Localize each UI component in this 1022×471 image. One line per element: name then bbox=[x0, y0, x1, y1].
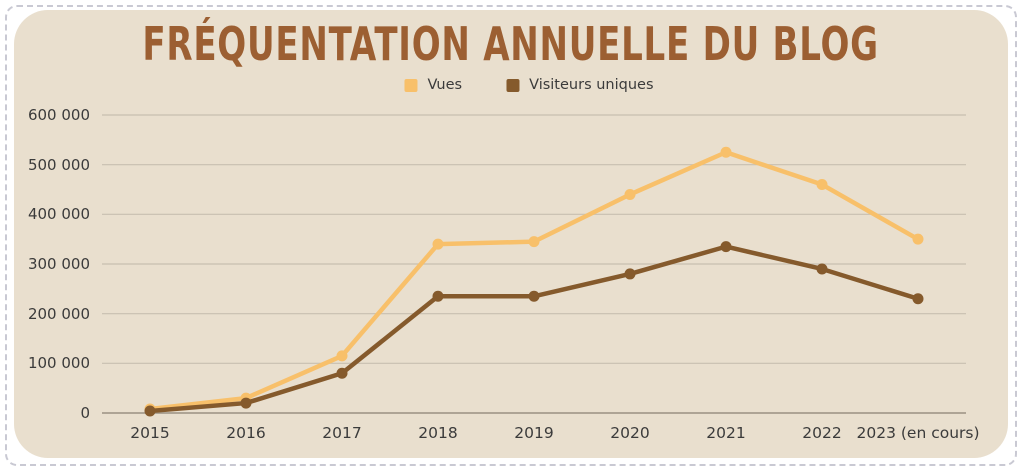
y-tick-label: 400 000 bbox=[27, 205, 90, 224]
legend-swatch-icon bbox=[404, 78, 418, 92]
series-line-vues bbox=[147, 150, 921, 412]
series-line-visiteurs-uniques bbox=[147, 244, 921, 414]
y-tick-label: 0 bbox=[80, 404, 90, 422]
data-point bbox=[912, 233, 924, 245]
legend-item: Visiteurs uniques bbox=[506, 77, 654, 93]
x-tick-label: 2016 bbox=[226, 424, 266, 442]
data-point bbox=[144, 405, 156, 417]
x-tick-label: 2019 bbox=[514, 424, 554, 442]
y-tick-label: 200 000 bbox=[27, 304, 90, 323]
y-tick-label: 100 000 bbox=[27, 354, 90, 373]
chart-title-row: FRÉQUENTATION ANNUELLE DU BLOG bbox=[0, 20, 1022, 68]
data-point bbox=[528, 290, 540, 302]
data-point bbox=[432, 290, 444, 302]
chart-title: FRÉQUENTATION ANNUELLE DU BLOG bbox=[142, 17, 880, 71]
data-point bbox=[336, 367, 348, 379]
legend-item: Vues bbox=[404, 77, 462, 93]
data-point bbox=[432, 238, 444, 250]
data-point bbox=[240, 397, 252, 409]
chart-legend: Vues Visiteurs uniques bbox=[404, 77, 654, 93]
legend-label: Visiteurs uniques bbox=[529, 77, 654, 93]
y-tick-label: 300 000 bbox=[27, 255, 90, 273]
data-point bbox=[624, 268, 636, 280]
data-point bbox=[720, 146, 732, 158]
legend-label: Vues bbox=[427, 77, 463, 93]
data-point bbox=[624, 188, 636, 200]
data-point bbox=[528, 236, 540, 248]
x-tick-label: 2018 bbox=[418, 424, 458, 442]
data-point bbox=[816, 263, 828, 275]
x-tick-label: 2017 bbox=[322, 424, 362, 442]
data-point bbox=[816, 179, 828, 191]
y-tick-label: 500 000 bbox=[27, 155, 90, 174]
data-point bbox=[336, 350, 348, 362]
x-tick-label: 2023 (en cours) bbox=[856, 424, 980, 442]
x-tick-label: 2022 bbox=[802, 424, 842, 442]
x-tick-label: 2020 bbox=[610, 424, 650, 442]
legend-swatch-icon bbox=[506, 78, 520, 92]
x-tick-label: 2021 bbox=[706, 424, 746, 442]
x-tick-label: 2015 bbox=[130, 424, 170, 442]
data-point bbox=[912, 293, 924, 305]
y-tick-label: 600 000 bbox=[27, 106, 90, 124]
data-point bbox=[720, 241, 732, 253]
